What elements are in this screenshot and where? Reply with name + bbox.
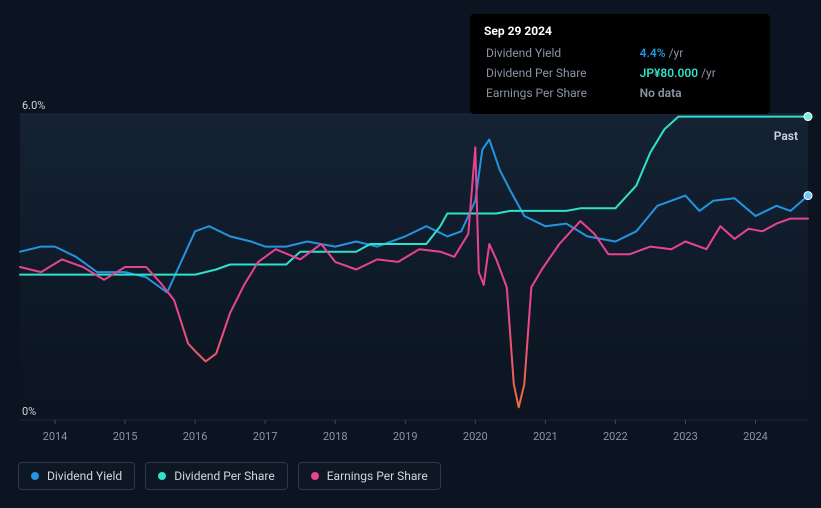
tooltip-row-value: No data (640, 84, 754, 102)
tooltip-row-value: 4.4% /yr (640, 44, 754, 62)
svg-text:2017: 2017 (253, 430, 278, 443)
tooltip-row-label: Earnings Per Share (486, 84, 638, 102)
legend-item-dividend_yield[interactable]: Dividend Yield (18, 462, 135, 490)
tooltip-row-label: Dividend Per Share (486, 64, 638, 82)
end-marker-dividend_per_share (804, 113, 812, 121)
svg-text:2021: 2021 (533, 430, 558, 443)
svg-text:2019: 2019 (393, 430, 418, 443)
legend-item-label: Dividend Per Share (174, 469, 275, 483)
legend-dot-icon (311, 472, 319, 480)
svg-text:0%: 0% (22, 405, 36, 418)
svg-text:2016: 2016 (183, 430, 208, 443)
svg-text:2024: 2024 (743, 430, 768, 443)
tooltip-row-value: JP¥80.000 /yr (640, 64, 754, 82)
legend-item-dividend_per_share[interactable]: Dividend Per Share (145, 462, 288, 490)
tooltip-row-label: Dividend Yield (486, 44, 638, 62)
legend-item-earnings_per_share[interactable]: Earnings Per Share (298, 462, 441, 490)
svg-text:Past: Past (774, 129, 798, 143)
svg-text:2018: 2018 (323, 430, 348, 443)
chart-legend: Dividend Yield Dividend Per Share Earnings… (18, 462, 441, 490)
end-marker-dividend_yield (804, 192, 812, 200)
legend-dot-icon (31, 472, 39, 480)
tooltip-row: Dividend Per Share JP¥80.000 /yr (486, 64, 754, 82)
tooltip-row: Dividend Yield 4.4% /yr (486, 44, 754, 62)
chart-tooltip: Sep 29 2024 Dividend Yield 4.4% /yrDivid… (470, 14, 770, 114)
svg-text:2023: 2023 (673, 430, 698, 443)
tooltip-date: Sep 29 2024 (484, 24, 756, 38)
svg-text:6.0%: 6.0% (22, 99, 45, 112)
tooltip-table: Dividend Yield 4.4% /yrDividend Per Shar… (484, 42, 756, 104)
tooltip-row: Earnings Per Share No data (486, 84, 754, 102)
svg-text:2014: 2014 (43, 430, 68, 443)
legend-item-label: Dividend Yield (47, 469, 122, 483)
legend-dot-icon (158, 472, 166, 480)
legend-item-label: Earnings Per Share (327, 469, 428, 483)
svg-text:2015: 2015 (113, 430, 138, 443)
svg-text:2020: 2020 (463, 430, 488, 443)
svg-text:2022: 2022 (603, 430, 628, 443)
chart-container: 6.0% 0% 2014 2015 2016 2017 2018 2019 2020 2021 20… (0, 0, 821, 508)
